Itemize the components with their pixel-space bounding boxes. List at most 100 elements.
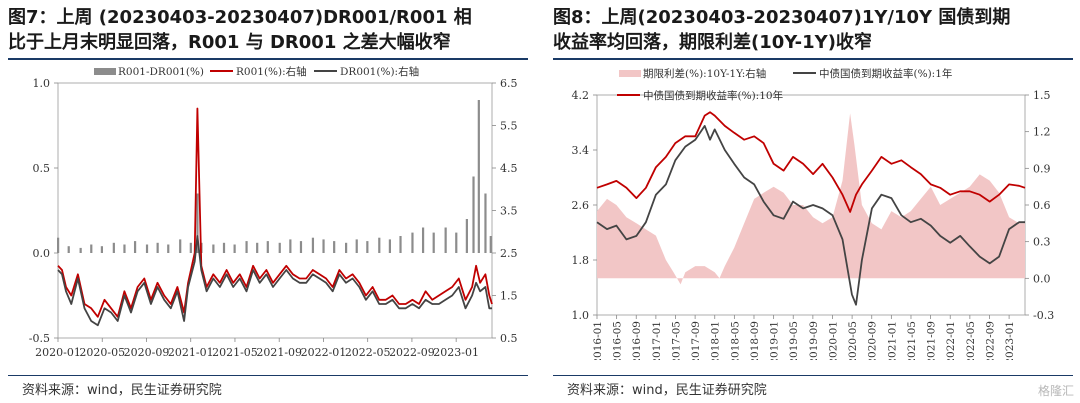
y-right-tick-label: -0.3 (1033, 309, 1054, 322)
bar-point (472, 176, 475, 253)
y-right-tick-label: 1.5 (1033, 89, 1051, 102)
x-tick-label: 2019-09 (808, 321, 820, 360)
x-tick-label: 2020-01 (35, 346, 81, 359)
line-series-1 (596, 125, 1025, 306)
line-series-2 (596, 111, 1026, 213)
x-tick-label: 2020-09 (867, 321, 879, 360)
y-right-tick-label: 0.6 (1033, 199, 1051, 212)
x-tick-label: 2021-09 (926, 321, 938, 360)
x-tick-label: 2018-05 (729, 321, 741, 360)
bar-point (477, 100, 480, 253)
x-tick-label: 2022-05 (965, 321, 977, 360)
bar-point (266, 241, 269, 253)
figure-7-source-rule (8, 375, 528, 376)
bar-point (333, 241, 336, 253)
legend-label: DR001(%):右轴 (340, 65, 419, 78)
watermark-logo: 格隆汇 (1037, 384, 1074, 398)
bar-point (421, 227, 425, 253)
y-right-tick-label: 0.9 (1033, 162, 1051, 175)
bar-point (388, 239, 392, 253)
x-tick-label: 2016-09 (631, 321, 643, 360)
x-tick-label: 2019-05 (788, 321, 800, 360)
y-right-tick-label: 3.5 (500, 205, 518, 218)
x-tick-label: 2018-01 (710, 321, 722, 360)
bar-point (196, 193, 199, 253)
figure-7-title-line2: 比于上月末明显回落，R001 与 DR001 之差大幅收窄 (8, 32, 451, 53)
bar-point (156, 242, 159, 253)
x-tick-label: 2022-01 (301, 346, 347, 359)
bar-point (432, 232, 435, 253)
bar-point (355, 239, 358, 253)
y-right-tick-label: 5.5 (500, 120, 518, 133)
x-tick-label: 2021-09 (256, 346, 302, 359)
bar-point (465, 219, 468, 253)
legend-swatch (94, 68, 116, 75)
x-tick-label: 2016-01 (592, 321, 604, 360)
bar-point (489, 236, 492, 253)
bar-point (123, 244, 126, 253)
x-tick-label: 2018-09 (749, 321, 761, 360)
x-tick-label: 2021-01 (168, 346, 214, 359)
figure-7-chart: -0.5 0.0 0.5 1.0 0.5 1.5 2.5 3.5 4.5 5.5 6.5 2020-0… (29, 65, 518, 359)
y-right-tick-label: 0.3 (1033, 236, 1051, 249)
bar-point (311, 237, 315, 253)
bar-point (366, 241, 369, 253)
bar-point (345, 242, 348, 253)
bar-point (112, 242, 115, 253)
y-right-tick-label: 1.5 (500, 290, 518, 303)
bar-point (67, 246, 70, 253)
y-left-tick-label: -0.5 (29, 332, 50, 345)
y-left-tick-label: 1.0 (33, 77, 51, 90)
bar-point (256, 242, 259, 253)
x-tick-label: 2022-09 (984, 321, 996, 360)
x-tick-label: 2017-05 (670, 321, 682, 360)
area-series-spread (597, 113, 1025, 285)
bar-point (444, 227, 447, 253)
y-left-tick-label: 0.0 (33, 247, 51, 260)
y-right-tick-label: 0.5 (500, 332, 518, 345)
bar-point (289, 239, 292, 253)
bar-point (245, 241, 248, 253)
bar-point (399, 236, 402, 253)
bar-point (145, 244, 149, 253)
figure-8-title: 图8：上周(20230403-20230407)1Y/10Y 国债到期 收益率均… (553, 5, 1073, 55)
bar-point (322, 239, 325, 253)
x-tick-label: 2021-05 (906, 321, 918, 360)
bar-point (57, 237, 60, 253)
legend-label: 中债国债到期收益率(%):1年 (819, 67, 952, 80)
bar-point (484, 193, 487, 253)
y-left-tick-label: 1.8 (572, 254, 590, 267)
bar-point (79, 247, 82, 253)
figure-7-title-line1: 图7：上周 (20230403-20230407)DR001/R001 相 (8, 7, 472, 28)
bar-point (100, 246, 103, 253)
y-right-tick-label: 6.5 (500, 77, 518, 90)
y-right-tick-label: 0.0 (1033, 272, 1051, 285)
y-right-tick-label: 4.5 (500, 162, 518, 175)
legend-label: 中债国债到期收益率(%):10年 (643, 89, 783, 102)
x-tick-label: 2017-01 (651, 321, 663, 360)
bar-point (233, 244, 236, 253)
bar-point (179, 239, 182, 253)
x-tick-label: 2021-05 (212, 346, 258, 359)
x-tick-label: 2020-01 (827, 321, 839, 360)
y-left-tick-label: 3.4 (572, 144, 590, 157)
x-tick-label: 2020-05 (847, 321, 859, 360)
bar-point (133, 241, 137, 253)
figure-8-source: 资料来源：wind，民生证券研究院 (567, 383, 767, 398)
legend-label: R001(%):右轴 (236, 65, 307, 78)
x-tick-label: 2016-05 (612, 321, 624, 360)
x-tick-label: 2020-05 (79, 346, 125, 359)
legend-label: R001-DR001(%) (118, 66, 204, 78)
figure-8-source-rule (553, 375, 1073, 376)
x-tick-label: 2022-01 (945, 321, 957, 360)
y-left-tick-label: 1.0 (572, 309, 590, 322)
x-tick-label: 2021-01 (886, 321, 898, 360)
figure-7-panel: 图7：上周 (20230403-20230407)DR001/R001 相 比于… (8, 7, 528, 398)
legend-swatch (619, 70, 641, 77)
bar-point (90, 244, 93, 253)
x-tick-label: 2023-01 (1004, 321, 1016, 360)
x-tick-label: 2022-05 (345, 346, 391, 359)
x-tick-label: 2022-09 (389, 346, 435, 359)
figure-8-title-line2: 收益率均回落，期限利差(10Y-1Y)收窄 (553, 32, 872, 53)
y-left-tick-label: 0.5 (33, 162, 51, 175)
